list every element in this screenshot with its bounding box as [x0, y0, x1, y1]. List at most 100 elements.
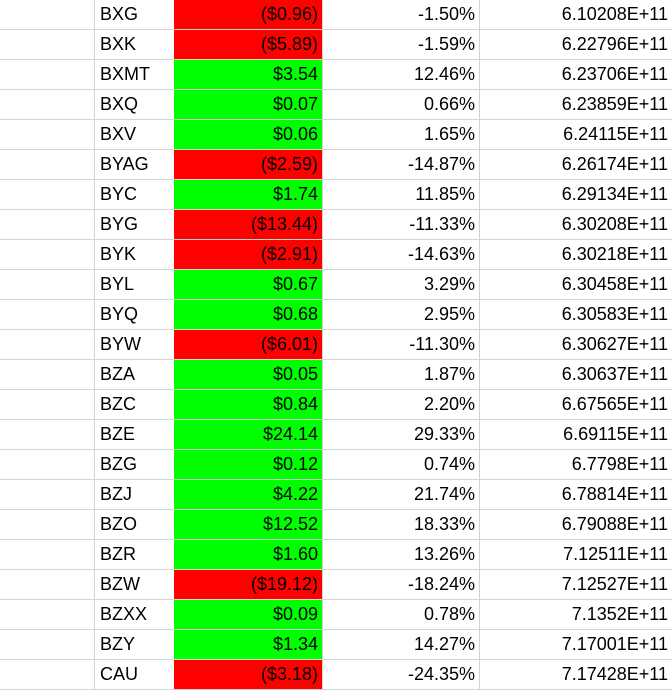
- ticker-cell[interactable]: BZJ: [94, 480, 181, 510]
- ticker-cell[interactable]: BYK: [94, 240, 181, 270]
- empty-cell[interactable]: [0, 120, 95, 150]
- change-cell[interactable]: ($13.44): [174, 210, 323, 240]
- empty-cell[interactable]: [0, 600, 95, 630]
- empty-cell[interactable]: [0, 240, 95, 270]
- percent-change-cell[interactable]: -14.87%: [318, 150, 480, 180]
- percent-change-cell[interactable]: -18.24%: [318, 570, 480, 600]
- percent-change-cell[interactable]: -1.59%: [318, 30, 480, 60]
- percent-change-cell[interactable]: -1.50%: [318, 0, 480, 30]
- change-cell[interactable]: $0.12: [174, 450, 323, 480]
- percent-change-cell[interactable]: 0.66%: [318, 90, 480, 120]
- empty-cell[interactable]: [0, 360, 95, 390]
- empty-cell[interactable]: [0, 30, 95, 60]
- ticker-cell[interactable]: BXK: [94, 30, 181, 60]
- empty-cell[interactable]: [0, 300, 95, 330]
- percent-change-cell[interactable]: 12.46%: [318, 60, 480, 90]
- change-cell[interactable]: $4.22: [174, 480, 323, 510]
- empty-cell[interactable]: [0, 90, 95, 120]
- percent-change-cell[interactable]: 1.87%: [318, 360, 480, 390]
- empty-cell[interactable]: [0, 480, 95, 510]
- ticker-cell[interactable]: CAU: [94, 660, 181, 690]
- value-cell[interactable]: 7.1352E+11: [475, 600, 672, 630]
- ticker-cell[interactable]: BXV: [94, 120, 181, 150]
- value-cell[interactable]: 6.78814E+11: [475, 480, 672, 510]
- value-cell[interactable]: 6.22796E+11: [475, 30, 672, 60]
- change-cell[interactable]: $0.05: [174, 360, 323, 390]
- value-cell[interactable]: 6.30208E+11: [475, 210, 672, 240]
- percent-change-cell[interactable]: 29.33%: [318, 420, 480, 450]
- change-cell[interactable]: $0.68: [174, 300, 323, 330]
- ticker-cell[interactable]: BYQ: [94, 300, 181, 330]
- empty-cell[interactable]: [0, 270, 95, 300]
- value-cell[interactable]: 6.30637E+11: [475, 360, 672, 390]
- change-cell[interactable]: $0.67: [174, 270, 323, 300]
- percent-change-cell[interactable]: -24.35%: [318, 660, 480, 690]
- change-cell[interactable]: $1.74: [174, 180, 323, 210]
- ticker-cell[interactable]: BZXX: [94, 600, 181, 630]
- percent-change-cell[interactable]: 0.74%: [318, 450, 480, 480]
- ticker-cell[interactable]: BZW: [94, 570, 181, 600]
- value-cell[interactable]: 6.30218E+11: [475, 240, 672, 270]
- percent-change-cell[interactable]: -11.33%: [318, 210, 480, 240]
- value-cell[interactable]: 6.26174E+11: [475, 150, 672, 180]
- value-cell[interactable]: 6.69115E+11: [475, 420, 672, 450]
- change-cell[interactable]: ($0.96): [174, 0, 323, 30]
- value-cell[interactable]: 7.12527E+11: [475, 570, 672, 600]
- ticker-cell[interactable]: BZO: [94, 510, 181, 540]
- percent-change-cell[interactable]: 13.26%: [318, 540, 480, 570]
- ticker-cell[interactable]: BXMT: [94, 60, 181, 90]
- percent-change-cell[interactable]: 18.33%: [318, 510, 480, 540]
- percent-change-cell[interactable]: 11.85%: [318, 180, 480, 210]
- ticker-cell[interactable]: BYC: [94, 180, 181, 210]
- change-cell[interactable]: ($5.89): [174, 30, 323, 60]
- ticker-cell[interactable]: BYG: [94, 210, 181, 240]
- value-cell[interactable]: 6.30458E+11: [475, 270, 672, 300]
- empty-cell[interactable]: [0, 180, 95, 210]
- percent-change-cell[interactable]: -11.30%: [318, 330, 480, 360]
- ticker-cell[interactable]: BYAG: [94, 150, 181, 180]
- change-cell[interactable]: $12.52: [174, 510, 323, 540]
- value-cell[interactable]: 6.23859E+11: [475, 90, 672, 120]
- value-cell[interactable]: 7.12511E+11: [475, 540, 672, 570]
- ticker-cell[interactable]: BXG: [94, 0, 181, 30]
- percent-change-cell[interactable]: 3.29%: [318, 270, 480, 300]
- empty-cell[interactable]: [0, 510, 95, 540]
- value-cell[interactable]: 6.30583E+11: [475, 300, 672, 330]
- ticker-cell[interactable]: BZE: [94, 420, 181, 450]
- change-cell[interactable]: ($3.18): [174, 660, 323, 690]
- value-cell[interactable]: 7.17001E+11: [475, 630, 672, 660]
- ticker-cell[interactable]: BZY: [94, 630, 181, 660]
- value-cell[interactable]: 6.23706E+11: [475, 60, 672, 90]
- percent-change-cell[interactable]: -14.63%: [318, 240, 480, 270]
- empty-cell[interactable]: [0, 0, 95, 30]
- percent-change-cell[interactable]: 0.78%: [318, 600, 480, 630]
- value-cell[interactable]: 6.10208E+11: [475, 0, 672, 30]
- change-cell[interactable]: ($2.91): [174, 240, 323, 270]
- change-cell[interactable]: $0.84: [174, 390, 323, 420]
- value-cell[interactable]: 7.17428E+11: [475, 660, 672, 690]
- change-cell[interactable]: $1.60: [174, 540, 323, 570]
- empty-cell[interactable]: [0, 150, 95, 180]
- change-cell[interactable]: $0.06: [174, 120, 323, 150]
- value-cell[interactable]: 6.79088E+11: [475, 510, 672, 540]
- empty-cell[interactable]: [0, 570, 95, 600]
- ticker-cell[interactable]: BZR: [94, 540, 181, 570]
- value-cell[interactable]: 6.24115E+11: [475, 120, 672, 150]
- percent-change-cell[interactable]: 14.27%: [318, 630, 480, 660]
- value-cell[interactable]: 6.29134E+11: [475, 180, 672, 210]
- value-cell[interactable]: 6.30627E+11: [475, 330, 672, 360]
- empty-cell[interactable]: [0, 630, 95, 660]
- empty-cell[interactable]: [0, 210, 95, 240]
- ticker-cell[interactable]: BYW: [94, 330, 181, 360]
- empty-cell[interactable]: [0, 660, 95, 690]
- value-cell[interactable]: 6.7798E+11: [475, 450, 672, 480]
- percent-change-cell[interactable]: 1.65%: [318, 120, 480, 150]
- empty-cell[interactable]: [0, 390, 95, 420]
- ticker-cell[interactable]: BZA: [94, 360, 181, 390]
- ticker-cell[interactable]: BZC: [94, 390, 181, 420]
- change-cell[interactable]: $0.07: [174, 90, 323, 120]
- value-cell[interactable]: 6.67565E+11: [475, 390, 672, 420]
- empty-cell[interactable]: [0, 420, 95, 450]
- change-cell[interactable]: $1.34: [174, 630, 323, 660]
- percent-change-cell[interactable]: 21.74%: [318, 480, 480, 510]
